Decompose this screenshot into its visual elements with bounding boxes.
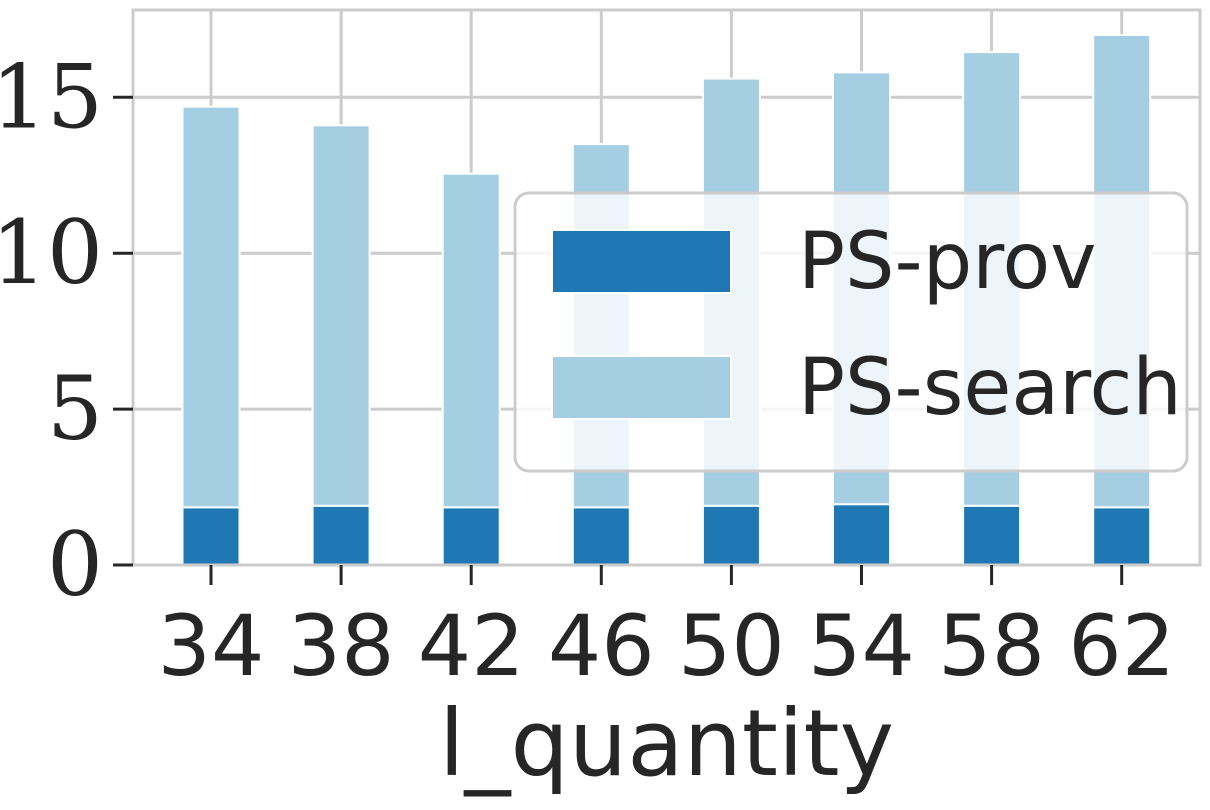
y-tick-label: 15 <box>0 45 103 148</box>
bar-ps-search <box>441 172 501 509</box>
bar-ps-prov <box>571 506 631 566</box>
x-tick-label: 50 <box>678 597 785 695</box>
bar-ps-search <box>311 124 371 507</box>
x-tick-label: 46 <box>548 597 655 695</box>
bar-ps-prov <box>832 503 891 566</box>
y-tick-label: 5 <box>47 357 103 460</box>
legend: PS-prov PS-search <box>513 191 1189 473</box>
bar-ps-prov <box>311 504 371 566</box>
x-tick-label: 34 <box>158 597 265 695</box>
x-axis: 34 38 42 46 50 54 58 62 <box>158 565 1175 695</box>
legend-label: PS-prov <box>798 217 1096 307</box>
bar-ps-prov <box>181 506 241 566</box>
x-tick-label: 62 <box>1068 597 1175 695</box>
x-tick-label: 58 <box>938 597 1045 695</box>
legend-swatch <box>551 355 732 420</box>
legend-label: PS-search <box>798 343 1182 433</box>
bar-ps-prov <box>441 506 501 566</box>
x-axis-label: l_quantity <box>439 690 894 797</box>
bar-ps-prov <box>1092 506 1152 566</box>
bar-ps-prov <box>701 504 761 566</box>
bar-ps-prov <box>962 504 1022 566</box>
plot-frame <box>131 8 1202 567</box>
y-tick-label: 0 <box>47 513 103 616</box>
y-axis: 0 5 10 15 <box>0 45 133 616</box>
x-tick-label: 42 <box>418 597 525 695</box>
x-tick-label: 54 <box>808 597 915 695</box>
x-tick-label: 38 <box>288 597 395 695</box>
bar-ps-search <box>181 105 241 509</box>
y-tick-label: 10 <box>0 201 103 304</box>
legend-swatch <box>551 229 732 294</box>
